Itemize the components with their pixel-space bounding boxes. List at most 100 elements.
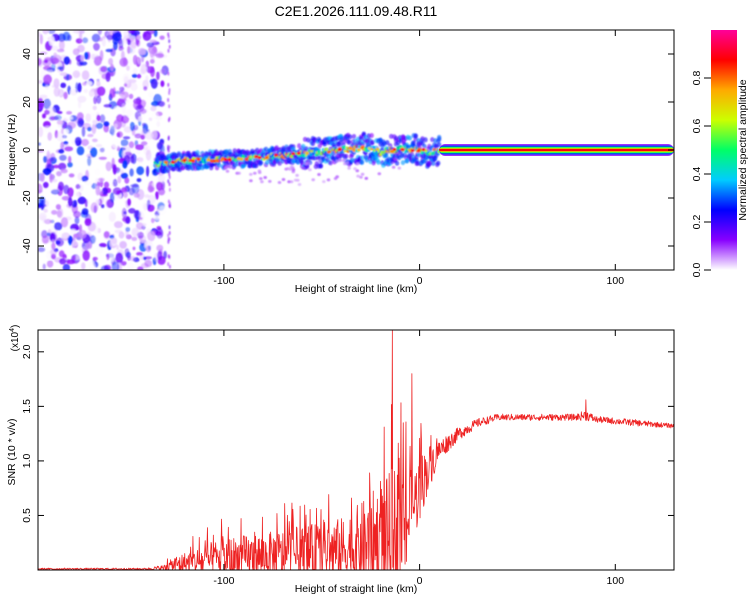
heatmap-cell <box>348 147 353 151</box>
heatmap-cell <box>142 124 149 134</box>
heatmap-cell <box>41 235 49 244</box>
spectrogram-y-tick-label: 0 <box>21 147 33 153</box>
heatmap-cell <box>93 95 97 105</box>
heatmap-cell <box>88 89 95 97</box>
heatmap-cell <box>100 66 107 73</box>
heatmap-cell <box>38 101 44 109</box>
snr-x-tick-label: -100 <box>213 575 234 587</box>
heatmap-cell <box>154 210 160 217</box>
spectrogram-y-tick-label: 40 <box>21 48 33 60</box>
heatmap-cell <box>42 263 46 270</box>
heatmap-cell <box>67 235 73 244</box>
heatmap-cell <box>144 256 152 260</box>
heatmap-cell <box>123 76 129 84</box>
heatmap-cell <box>423 137 428 143</box>
heatmap-cell <box>137 157 144 163</box>
heatmap-cell <box>90 147 98 158</box>
heatmap-cell <box>53 78 60 89</box>
heatmap-cell <box>244 157 249 161</box>
heatmap-cell <box>58 181 64 191</box>
heatmap-cell <box>40 173 45 183</box>
heatmap-cell <box>95 199 101 204</box>
heatmap-cell <box>136 55 145 65</box>
heatmap-cell <box>63 141 69 145</box>
heatmap-cell <box>115 252 124 264</box>
heatmap-cell <box>126 262 134 270</box>
heatmap-cell <box>155 53 165 59</box>
heatmap-cell <box>95 177 99 189</box>
heatmap-cell <box>118 97 127 103</box>
heatmap-cell <box>51 242 56 250</box>
heatmap-cell <box>126 65 130 71</box>
spectrogram-y-tick-label: -40 <box>21 238 33 253</box>
heatmap-cell <box>390 149 394 153</box>
heatmap-cell <box>145 245 152 253</box>
heatmap-cell <box>308 168 312 172</box>
heatmap-cell <box>132 54 138 65</box>
heatmap-cell <box>159 138 165 144</box>
heatmap-cell <box>437 134 442 140</box>
heatmap-cell <box>369 133 374 138</box>
heatmap-cell <box>61 127 65 135</box>
heatmap-cell <box>92 105 97 111</box>
heatmap-cell <box>357 148 361 152</box>
heatmap-cell <box>47 106 56 118</box>
heatmap-cell <box>72 70 81 79</box>
heatmap-cell <box>317 173 321 176</box>
heatmap-cell <box>232 148 237 154</box>
snr-plot-area <box>38 330 674 570</box>
heatmap-cell <box>129 255 136 262</box>
heatmap-cell <box>85 113 91 122</box>
heatmap-cell <box>129 121 135 132</box>
heatmap-cell <box>120 172 128 179</box>
spectrogram-heatmap <box>38 30 674 270</box>
heatmap-cell <box>60 217 69 228</box>
heatmap-cell <box>135 150 141 155</box>
heatmap-cell <box>130 41 137 50</box>
heatmap-cell <box>96 95 102 104</box>
heatmap-cell <box>109 88 115 99</box>
heatmap-cell <box>214 159 219 163</box>
heatmap-cell <box>168 237 171 242</box>
spectrogram-y-tick-label: 20 <box>21 96 33 108</box>
heatmap-cell <box>144 194 151 198</box>
heatmap-cell <box>123 126 132 133</box>
heatmap-cell <box>257 156 262 160</box>
heatmap-cell <box>360 172 365 176</box>
heatmap-cell <box>87 133 94 138</box>
heatmap-cell <box>274 153 279 157</box>
heatmap-cell <box>153 215 161 220</box>
heatmap-cell <box>132 246 136 251</box>
heatmap-cell <box>136 35 142 40</box>
heatmap-cell <box>68 155 72 164</box>
heatmap-cell <box>105 71 111 82</box>
heatmap-cell <box>125 227 131 232</box>
heatmap-cell <box>159 35 165 40</box>
heatmap-cell <box>167 118 170 122</box>
heatmap-cell <box>98 243 107 248</box>
heatmap-cell <box>98 156 107 160</box>
colorbar-tick-label: 0.6 <box>691 119 703 134</box>
heatmap-cell <box>38 247 46 253</box>
colorbar-gradient <box>711 30 737 270</box>
heatmap-cell <box>81 70 90 80</box>
heatmap-cell <box>124 99 130 103</box>
heatmap-cell <box>43 98 51 110</box>
heatmap-cell <box>328 160 333 166</box>
heatmap-cell <box>63 184 70 195</box>
heatmap-cell <box>436 160 441 166</box>
heatmap-cell <box>97 177 105 182</box>
heatmap-cell <box>115 244 120 250</box>
heatmap-cell <box>237 171 241 175</box>
heatmap-cell <box>121 103 127 114</box>
heatmap-cell <box>281 178 286 181</box>
snr-x-label: Height of straight line (km) <box>295 583 418 595</box>
heatmap-cell <box>81 126 86 137</box>
heatmap-cell <box>112 31 122 42</box>
heatmap-cell <box>136 73 142 79</box>
heatmap-cell <box>148 117 153 121</box>
colorbar-tick-label: 0.4 <box>691 167 703 182</box>
heatmap-cell <box>93 55 102 66</box>
heatmap-cell <box>75 184 81 190</box>
heatmap-cell <box>171 160 175 164</box>
